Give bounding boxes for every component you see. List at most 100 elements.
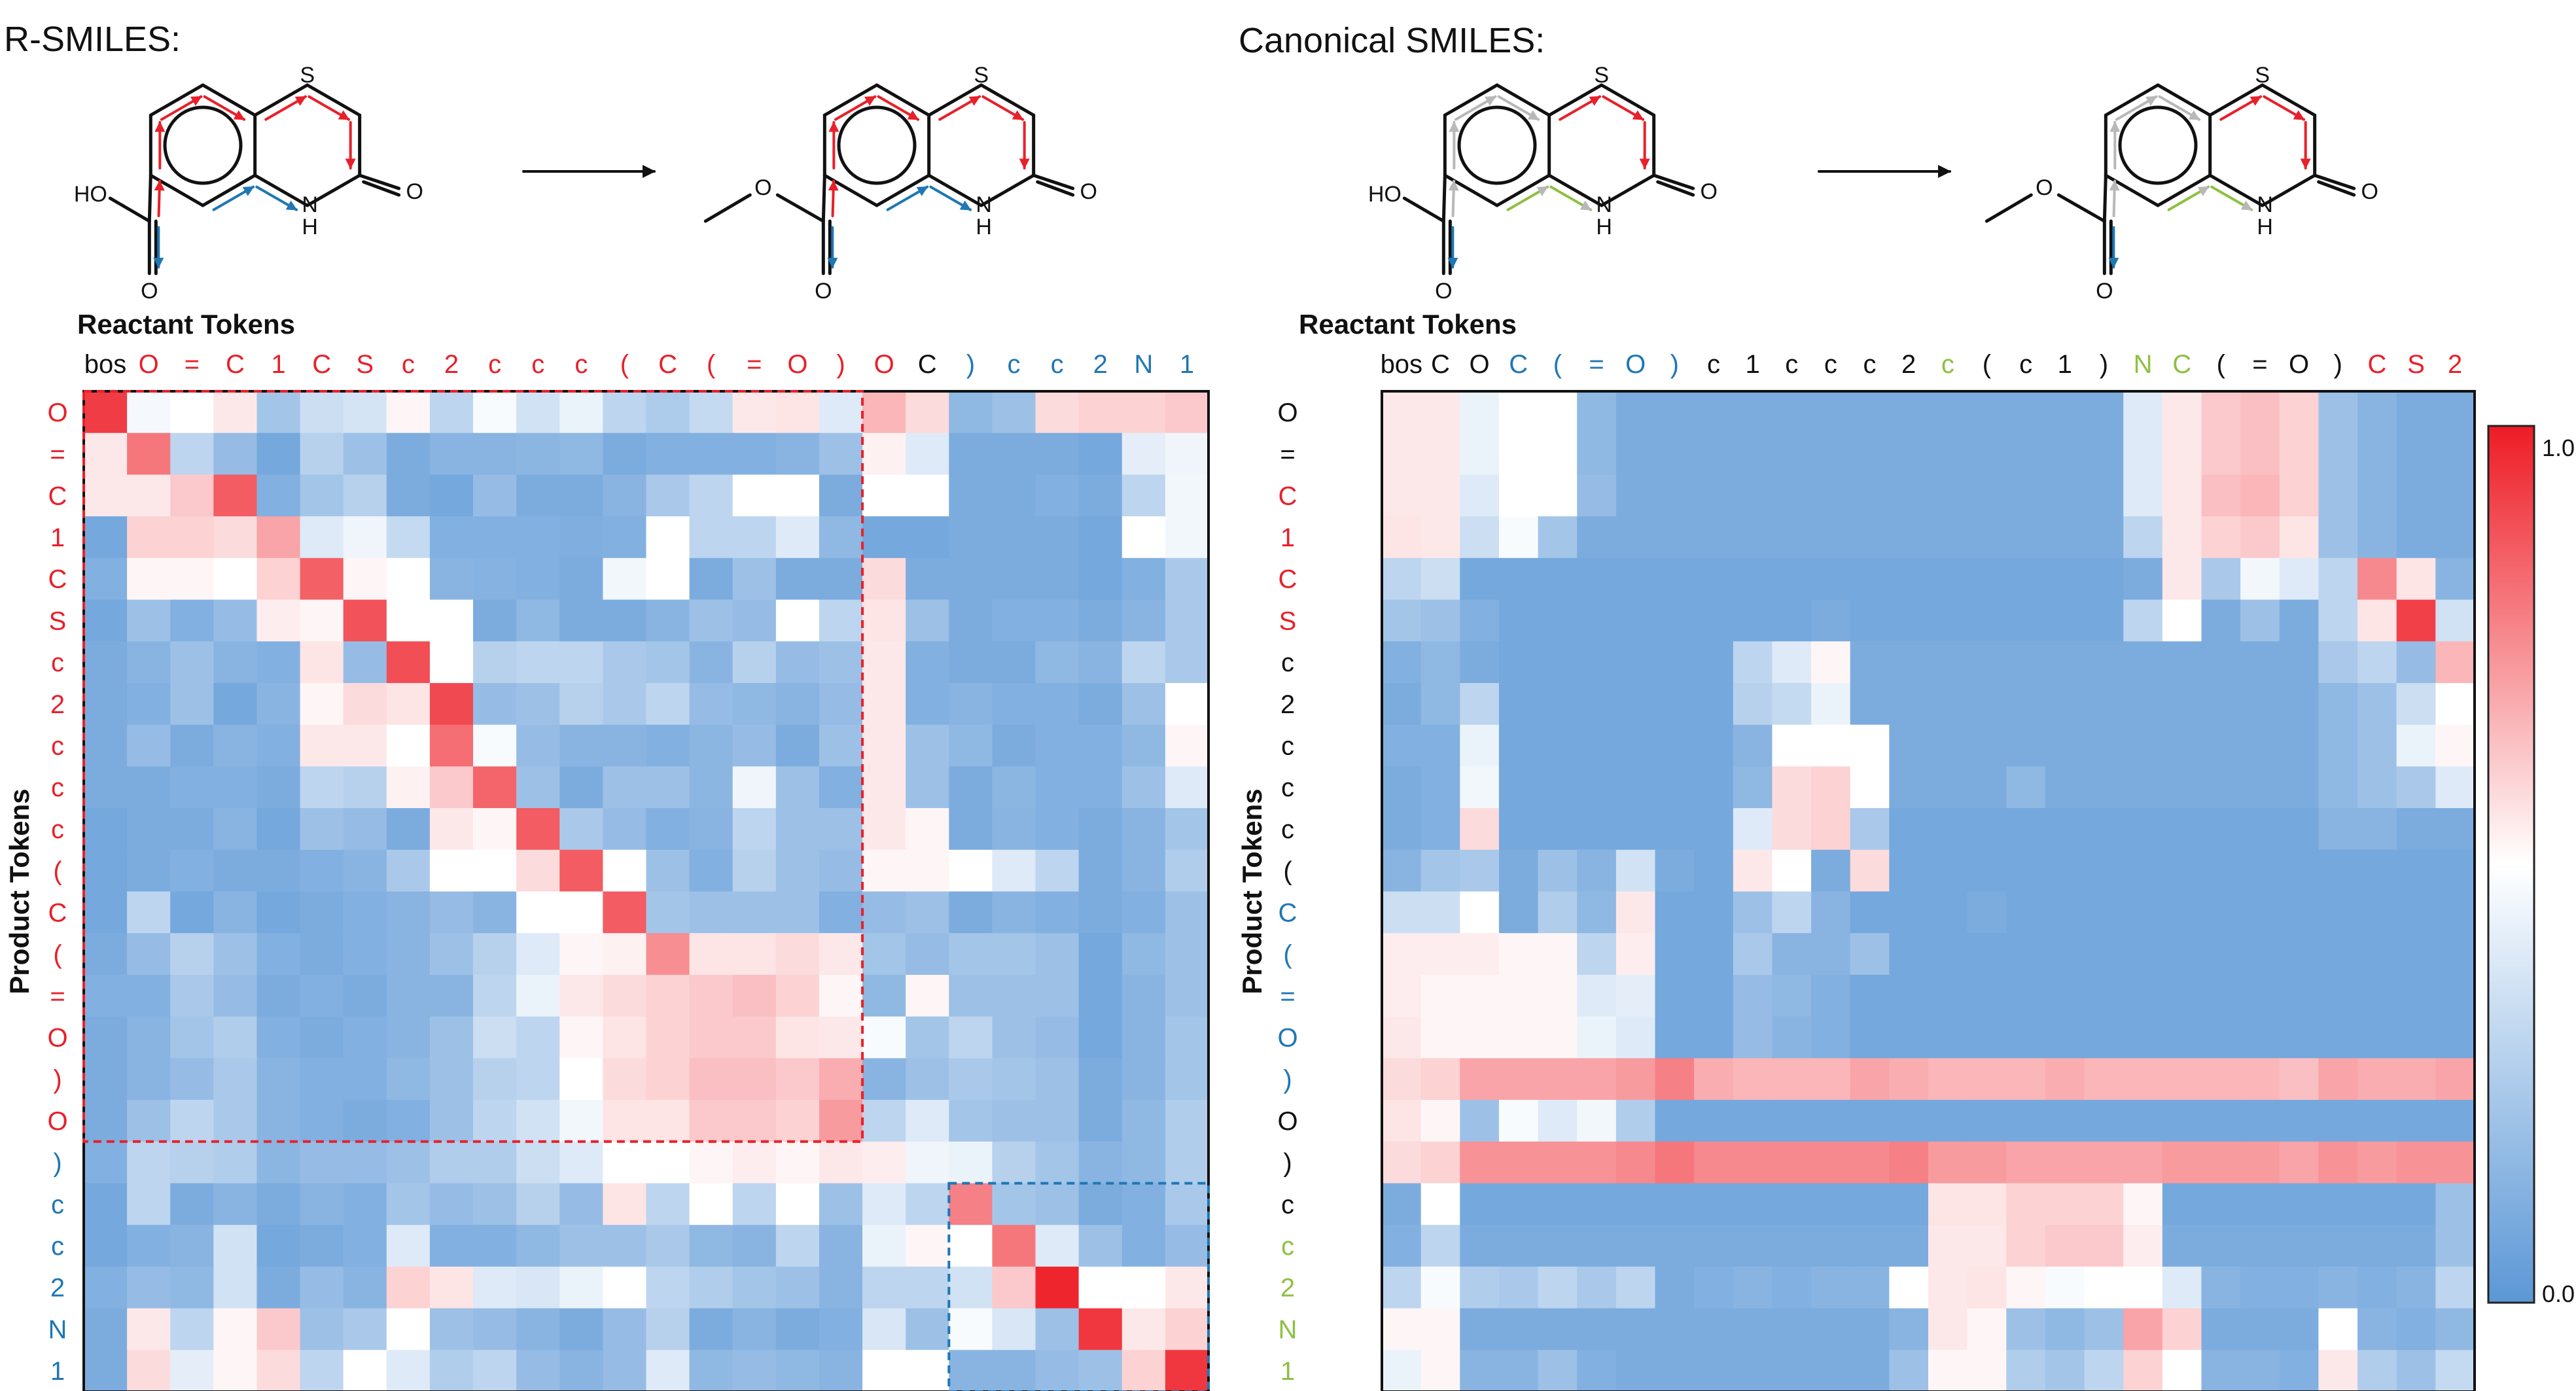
canonical-cell bbox=[2318, 1308, 2358, 1350]
canonical-cell bbox=[1694, 1058, 1734, 1100]
rsmiles-cell bbox=[386, 1350, 431, 1391]
bond-line bbox=[834, 95, 877, 121]
canonical-cell bbox=[1420, 1141, 1460, 1184]
canonical-y-tick-label: ( bbox=[1283, 857, 1292, 886]
canonical-cell bbox=[1889, 474, 1929, 517]
canonical-cell bbox=[2006, 891, 2046, 934]
bond-line bbox=[1600, 83, 1656, 117]
canonical-cell bbox=[1772, 474, 1812, 517]
rsmiles-cell bbox=[256, 516, 301, 559]
panel-title-rsmiles: R-SMILES: bbox=[4, 20, 181, 59]
rsmiles-y-tick-label: 2 bbox=[50, 690, 65, 719]
canonical-cell bbox=[1811, 1350, 1851, 1391]
canonical-cell bbox=[2162, 766, 2202, 809]
canonical-cell bbox=[1772, 1100, 1812, 1142]
rsmiles-cell bbox=[1078, 432, 1123, 476]
canonical-cell bbox=[1615, 474, 1656, 517]
canonical-cell bbox=[2396, 1350, 2436, 1391]
rsmiles-cell bbox=[170, 1058, 214, 1100]
bond-line bbox=[358, 173, 401, 190]
canonical-cell bbox=[1772, 1225, 1812, 1267]
rsmiles-cell bbox=[386, 1141, 431, 1184]
canonical-cell bbox=[1538, 1350, 1578, 1391]
rsmiles-cell bbox=[84, 599, 128, 642]
rsmiles-cell bbox=[386, 1016, 431, 1059]
canonical-cell bbox=[2084, 1308, 2124, 1350]
rsmiles-cell bbox=[949, 1225, 993, 1267]
rsmiles-cell bbox=[775, 557, 820, 601]
canonical-cell bbox=[2201, 766, 2241, 809]
rsmiles-cell bbox=[473, 1016, 517, 1059]
rsmiles-cell bbox=[819, 391, 863, 434]
rsmiles-cell bbox=[516, 1266, 560, 1309]
atom-label: N bbox=[2257, 192, 2273, 217]
canonical-cell bbox=[1928, 1058, 1968, 1100]
rsmiles-cell bbox=[603, 1100, 647, 1142]
canonical-cell bbox=[2123, 1141, 2163, 1184]
rsmiles-cell bbox=[732, 391, 777, 434]
canonical-cell bbox=[2396, 599, 2436, 642]
canonical-cell bbox=[2318, 641, 2358, 684]
rsmiles-cell bbox=[689, 1308, 733, 1350]
rsmiles-cell bbox=[473, 474, 517, 517]
rsmiles-cell bbox=[300, 474, 344, 517]
canonical-cell bbox=[1889, 599, 1929, 642]
canonical-cell bbox=[2279, 891, 2320, 934]
rsmiles-cell bbox=[949, 808, 993, 851]
rsmiles-cell bbox=[559, 682, 603, 726]
canonical-cell bbox=[2357, 849, 2397, 892]
rsmiles-cell bbox=[949, 1183, 993, 1225]
rsmiles-cell bbox=[256, 1225, 301, 1267]
rsmiles-cell bbox=[1121, 557, 1166, 601]
bond-line bbox=[2208, 173, 2265, 207]
atom-label: O bbox=[2096, 279, 2113, 304]
canonical-cell bbox=[1538, 1308, 1578, 1350]
canonical-cell bbox=[2318, 724, 2358, 767]
rsmiles-cell bbox=[213, 1308, 258, 1350]
rsmiles-x-tick-label: ( bbox=[707, 350, 716, 379]
canonical-cell bbox=[2045, 808, 2085, 851]
canonical-cell bbox=[1889, 1183, 1929, 1225]
canonical-cell bbox=[2318, 474, 2358, 517]
rsmiles-cell bbox=[732, 432, 777, 476]
rsmiles-cell bbox=[84, 474, 128, 517]
rsmiles-cell bbox=[732, 1016, 777, 1059]
canonical-cell bbox=[2318, 974, 2358, 1017]
rsmiles-cell bbox=[516, 808, 560, 851]
rsmiles-y-tick-label: O bbox=[47, 1023, 67, 1052]
rsmiles-cell bbox=[949, 641, 993, 684]
rsmiles-cell bbox=[429, 891, 474, 934]
canonical-y-tick-label: ) bbox=[1283, 1149, 1292, 1178]
rsmiles-cell bbox=[992, 933, 1036, 976]
canonical-cell bbox=[2045, 391, 2085, 434]
canonical-cell bbox=[2357, 557, 2397, 601]
rsmiles-cell bbox=[1035, 1058, 1080, 1100]
rsmiles-y-tick-label: c bbox=[51, 732, 64, 761]
canonical-cell bbox=[1694, 474, 1734, 517]
canonical-cell bbox=[2435, 1100, 2475, 1142]
rsmiles-cell bbox=[819, 891, 863, 934]
canonical-cell bbox=[1889, 933, 1929, 976]
canonical-cell bbox=[2045, 1016, 2085, 1059]
canonical-cell bbox=[2084, 1350, 2124, 1391]
canonical-cell bbox=[1967, 974, 2007, 1017]
canonical-cell bbox=[1420, 1183, 1460, 1225]
rsmiles-cell bbox=[300, 1308, 344, 1350]
canonical-cell bbox=[2318, 1141, 2358, 1184]
canonical-cell bbox=[1772, 1058, 1812, 1100]
canonical-cell bbox=[1655, 1350, 1695, 1391]
canonical-cell bbox=[1928, 849, 1968, 892]
canonical-cell bbox=[1889, 766, 1929, 809]
canonical-cell bbox=[2240, 724, 2280, 767]
canonical-cell bbox=[2357, 682, 2397, 726]
canonical-cell bbox=[1615, 1058, 1656, 1100]
rsmiles-cell bbox=[1121, 891, 1166, 934]
canonical-cell bbox=[1694, 516, 1734, 559]
rsmiles-x-tick-label: O bbox=[874, 350, 894, 379]
canonical-cell bbox=[1615, 1225, 1656, 1267]
canonical-cell bbox=[1382, 1141, 1422, 1184]
canonical-cell bbox=[1694, 557, 1734, 601]
canonical-cell bbox=[2240, 1266, 2280, 1309]
canonical-cell bbox=[2318, 1016, 2358, 1059]
rsmiles-cell bbox=[516, 391, 560, 434]
